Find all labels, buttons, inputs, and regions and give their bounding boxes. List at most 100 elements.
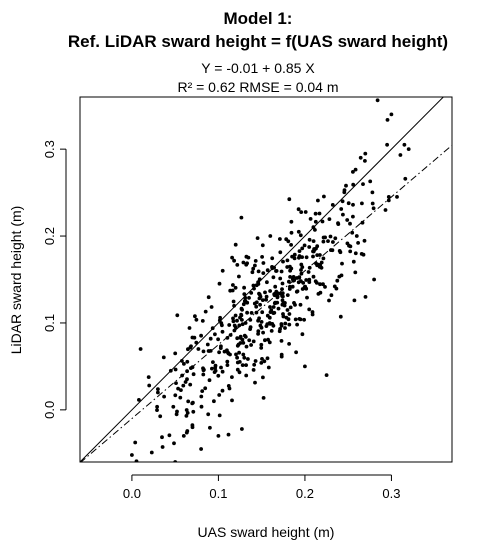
data-point bbox=[300, 246, 305, 251]
data-point bbox=[206, 412, 211, 417]
data-point bbox=[158, 414, 163, 419]
data-point bbox=[176, 386, 181, 391]
data-point bbox=[189, 366, 193, 370]
data-point bbox=[260, 357, 264, 361]
regression-stats: R² = 0.62 RMSE = 0.04 m bbox=[177, 79, 338, 95]
data-point bbox=[241, 341, 246, 345]
data-point bbox=[291, 275, 296, 279]
data-point bbox=[180, 359, 184, 363]
data-point bbox=[281, 259, 285, 264]
data-point bbox=[278, 237, 282, 241]
data-point bbox=[173, 393, 178, 398]
data-point bbox=[281, 294, 285, 299]
data-point bbox=[254, 283, 259, 288]
data-point bbox=[208, 425, 212, 430]
data-point bbox=[271, 275, 276, 280]
data-point bbox=[263, 338, 267, 343]
data-point bbox=[146, 375, 151, 379]
data-point bbox=[307, 245, 312, 249]
data-point bbox=[202, 367, 206, 372]
data-point bbox=[201, 372, 206, 377]
data-point bbox=[168, 368, 173, 373]
data-point bbox=[190, 401, 195, 406]
data-point bbox=[385, 142, 389, 147]
data-point bbox=[370, 190, 375, 195]
data-point bbox=[307, 307, 312, 312]
data-point bbox=[260, 243, 265, 248]
data-point bbox=[184, 414, 189, 418]
data-point bbox=[256, 318, 260, 323]
data-point bbox=[252, 362, 257, 367]
data-point bbox=[318, 253, 322, 257]
data-point bbox=[337, 274, 342, 279]
data-point bbox=[403, 176, 408, 181]
data-point bbox=[386, 198, 391, 203]
data-point bbox=[201, 349, 206, 354]
data-point bbox=[319, 260, 324, 265]
data-point bbox=[235, 263, 240, 267]
data-point bbox=[326, 239, 330, 244]
data-point bbox=[336, 221, 340, 226]
regression-equation: Y = -0.01 + 0.85 X bbox=[201, 60, 315, 76]
data-point bbox=[340, 199, 345, 204]
data-point bbox=[361, 182, 365, 187]
data-point bbox=[259, 320, 264, 324]
data-point bbox=[212, 399, 216, 404]
data-point bbox=[276, 306, 281, 311]
data-point bbox=[219, 344, 223, 349]
data-point bbox=[256, 329, 261, 334]
data-point bbox=[293, 317, 298, 322]
data-point bbox=[315, 253, 320, 257]
data-point bbox=[240, 322, 245, 327]
data-point bbox=[315, 244, 320, 249]
data-point bbox=[299, 268, 303, 272]
data-point bbox=[253, 359, 258, 363]
data-point bbox=[180, 373, 185, 378]
data-point bbox=[255, 236, 260, 241]
data-point bbox=[348, 221, 352, 226]
data-point bbox=[213, 365, 218, 370]
data-point bbox=[175, 409, 179, 414]
data-point bbox=[317, 211, 322, 216]
data-point bbox=[231, 319, 236, 324]
data-point bbox=[194, 340, 199, 345]
data-point bbox=[216, 434, 221, 438]
data-point bbox=[316, 198, 320, 203]
y-tick-label: 0.0 bbox=[42, 401, 57, 419]
data-point bbox=[237, 350, 242, 355]
data-point bbox=[360, 201, 364, 206]
data-point bbox=[200, 319, 205, 323]
data-point bbox=[226, 432, 231, 437]
data-point bbox=[228, 333, 233, 337]
data-point bbox=[257, 277, 262, 282]
data-point bbox=[345, 218, 350, 222]
data-point bbox=[188, 382, 193, 387]
data-point bbox=[137, 465, 141, 469]
data-point bbox=[318, 290, 323, 295]
data-point bbox=[227, 323, 232, 327]
data-point bbox=[353, 270, 358, 275]
data-point bbox=[386, 195, 391, 199]
data-point bbox=[256, 332, 260, 336]
data-point bbox=[149, 450, 154, 455]
data-point bbox=[352, 298, 357, 303]
data-point bbox=[173, 367, 178, 372]
data-point bbox=[300, 255, 304, 259]
data-point bbox=[368, 179, 373, 184]
data-point bbox=[210, 366, 214, 371]
data-point bbox=[383, 208, 388, 212]
data-point bbox=[256, 280, 260, 284]
data-point bbox=[310, 312, 315, 317]
data-point bbox=[359, 252, 364, 256]
data-point bbox=[296, 229, 301, 234]
data-point bbox=[265, 280, 269, 285]
data-point bbox=[253, 263, 257, 268]
data-point bbox=[206, 349, 211, 353]
data-point bbox=[351, 182, 356, 187]
data-point bbox=[298, 233, 303, 238]
data-point bbox=[290, 254, 294, 259]
data-point bbox=[267, 315, 272, 320]
data-point bbox=[272, 293, 277, 298]
data-point bbox=[242, 299, 247, 303]
data-point bbox=[156, 390, 160, 395]
